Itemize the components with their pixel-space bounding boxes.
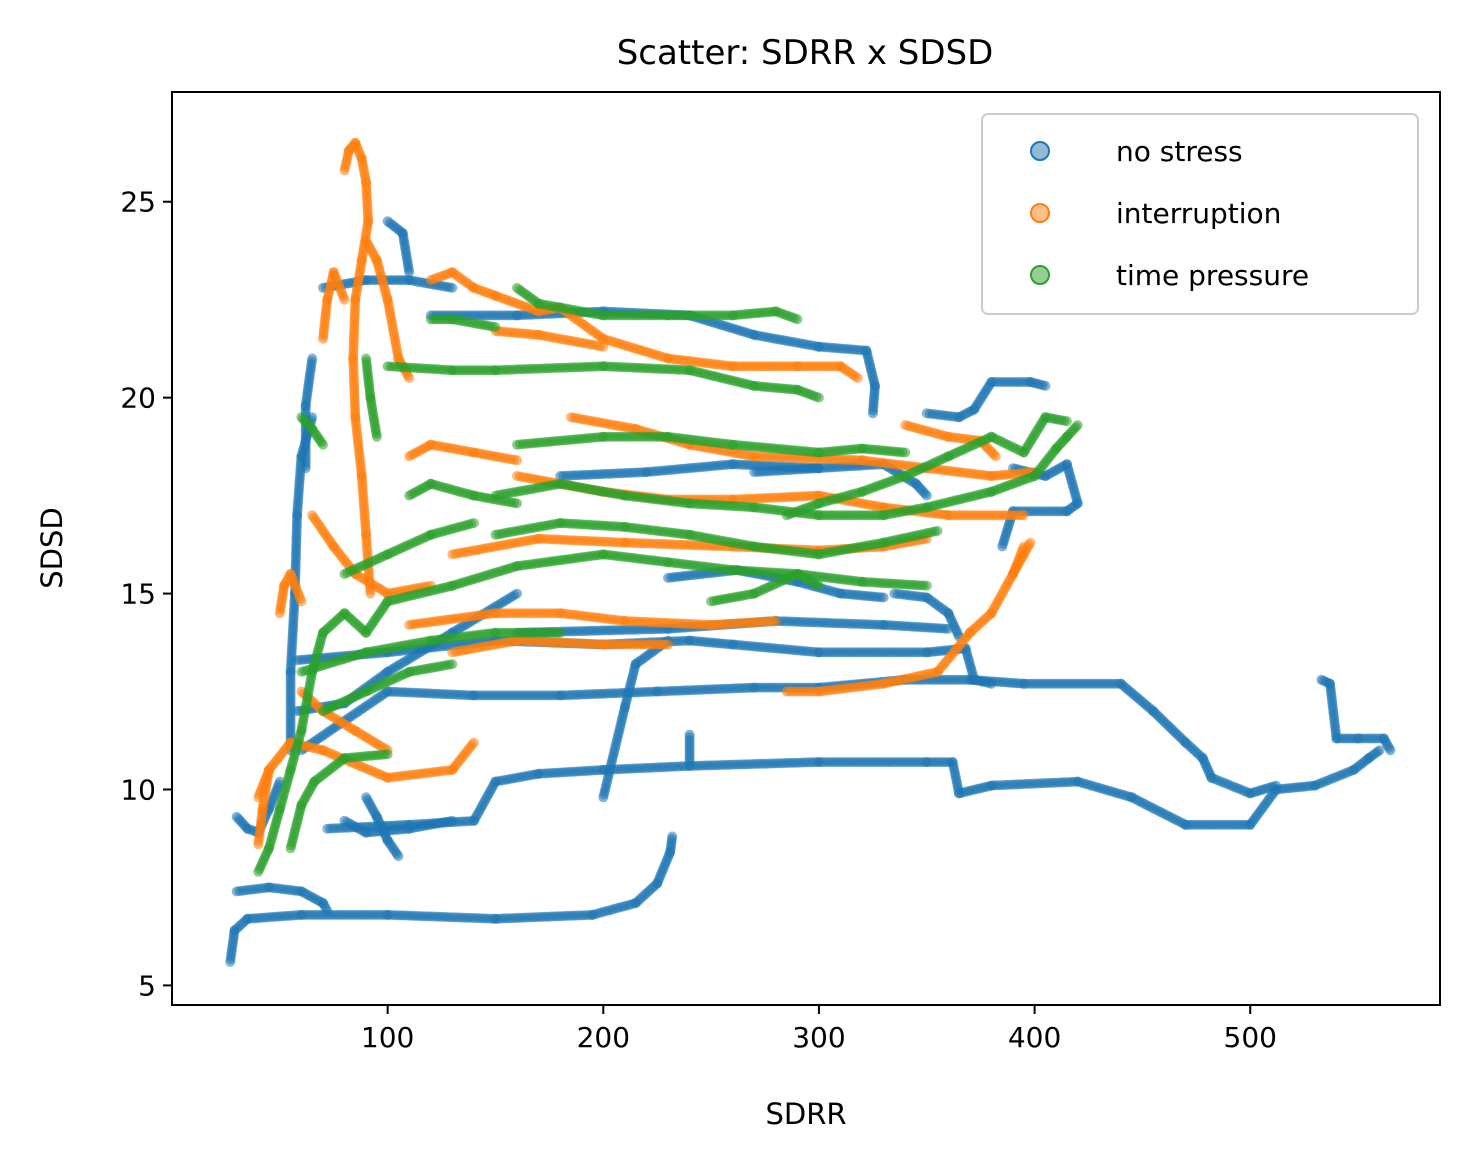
data-point — [813, 392, 824, 403]
data-point — [318, 439, 328, 450]
data-point — [512, 455, 522, 466]
data-point — [852, 373, 863, 383]
data-point — [813, 463, 824, 474]
data-point — [339, 294, 350, 305]
data-point — [990, 451, 1001, 462]
data-point — [598, 341, 609, 352]
data-point — [1374, 745, 1385, 756]
data-point — [447, 815, 458, 826]
data-point — [997, 541, 1008, 552]
data-point — [296, 596, 307, 607]
data-point — [878, 592, 889, 603]
data-point — [684, 757, 695, 768]
data-point — [1040, 380, 1051, 391]
data-point — [986, 678, 997, 689]
data-point — [770, 616, 781, 626]
data-point — [490, 322, 501, 333]
data-point — [365, 588, 376, 599]
data-point — [404, 373, 415, 383]
data-point — [663, 639, 673, 650]
data-point — [393, 851, 404, 862]
data-point — [1385, 745, 1396, 756]
data-point — [1018, 510, 1029, 521]
series-layer — [225, 137, 1396, 967]
data-point — [468, 737, 479, 748]
data-point — [1271, 780, 1282, 791]
data-point — [382, 749, 393, 760]
data-point — [512, 588, 522, 599]
data-point — [404, 267, 415, 278]
data-point — [867, 408, 878, 419]
data-point — [371, 431, 382, 442]
data-point — [921, 490, 932, 501]
data-point — [792, 314, 803, 325]
data-point — [900, 447, 911, 458]
data-point — [1025, 537, 1036, 548]
series-time-pressure — [253, 282, 1083, 877]
chart-title: Scatter: SDRR x SDSD — [617, 33, 994, 73]
data-point — [667, 831, 678, 842]
series-no-stress — [225, 216, 1396, 967]
data-point — [300, 463, 311, 474]
data-point — [322, 906, 333, 916]
data-point — [264, 764, 274, 775]
data-point — [447, 282, 458, 293]
